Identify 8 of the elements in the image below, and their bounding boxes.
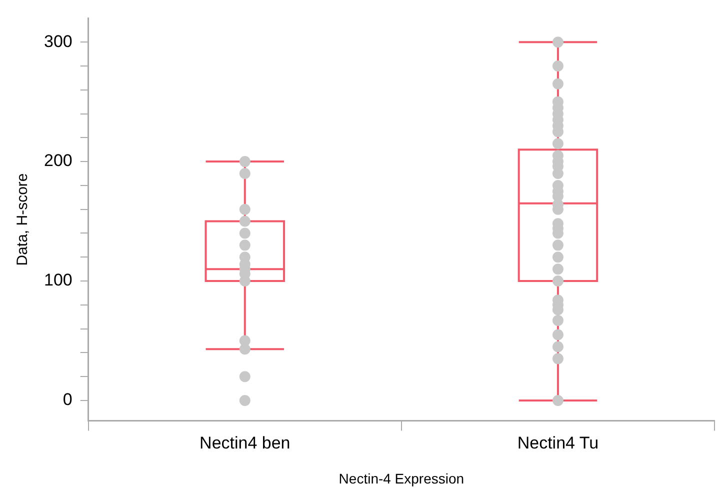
y-tick-label: 0 [62,390,72,410]
x-tick-label: Nectin4 ben [200,434,290,453]
x-axis-title: Nectin-4 Expression [338,470,464,486]
y-tick-label: 200 [44,151,72,170]
x-tick-label: Nectin4 Tu [517,434,599,453]
y-tick-label: 100 [44,270,72,290]
y-axis-title: Data, H-score [14,173,32,266]
y-tick-label: 300 [44,32,72,51]
